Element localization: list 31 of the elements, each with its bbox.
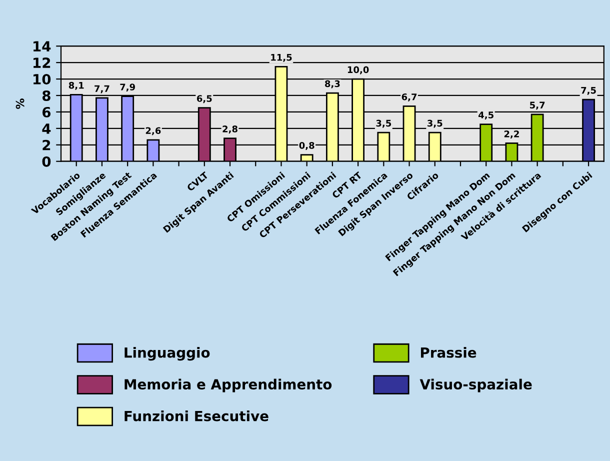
- data-label: 4,5: [478, 112, 494, 120]
- data-label: 2,8: [222, 126, 238, 134]
- legend-label: Linguaggio: [124, 347, 210, 361]
- data-label: 10,0: [348, 66, 369, 74]
- y-tick-label: 10: [34, 74, 51, 85]
- data-label: 5,7: [530, 102, 545, 110]
- legend-label: Funzioni Esecutive: [124, 410, 268, 422]
- data-label: 8,3: [325, 80, 340, 88]
- y-tick-label: 0: [42, 156, 51, 167]
- data-label: 0,8: [299, 142, 314, 150]
- data-label: 2,2: [504, 130, 519, 138]
- y-tick-label: 14: [34, 41, 51, 52]
- y-axis-title: %: [16, 98, 24, 109]
- legend-label: Memoria e Apprendimento: [124, 378, 332, 392]
- y-tick-label: 4: [42, 124, 51, 134]
- data-label: 7,9: [120, 84, 135, 92]
- y-tick-label: 6: [42, 106, 51, 118]
- data-label: 8,1: [68, 82, 84, 90]
- data-label: 6,7: [402, 93, 417, 102]
- y-tick-label: 2: [42, 140, 50, 150]
- legend-label: Visuo-spaziale: [420, 378, 532, 392]
- legend-label: Prassie: [420, 347, 476, 358]
- y-tick-label: 8: [42, 90, 50, 101]
- data-label: 3,5: [427, 120, 442, 128]
- y-tick-label: 12: [34, 58, 50, 68]
- data-label: 7,7: [94, 85, 110, 94]
- data-label: 7,5: [581, 86, 596, 95]
- data-label: 6,5: [196, 95, 212, 104]
- data-label: 11,5: [271, 54, 292, 62]
- data-label: 2,6: [146, 127, 161, 136]
- data-label: 3,5: [376, 120, 392, 128]
